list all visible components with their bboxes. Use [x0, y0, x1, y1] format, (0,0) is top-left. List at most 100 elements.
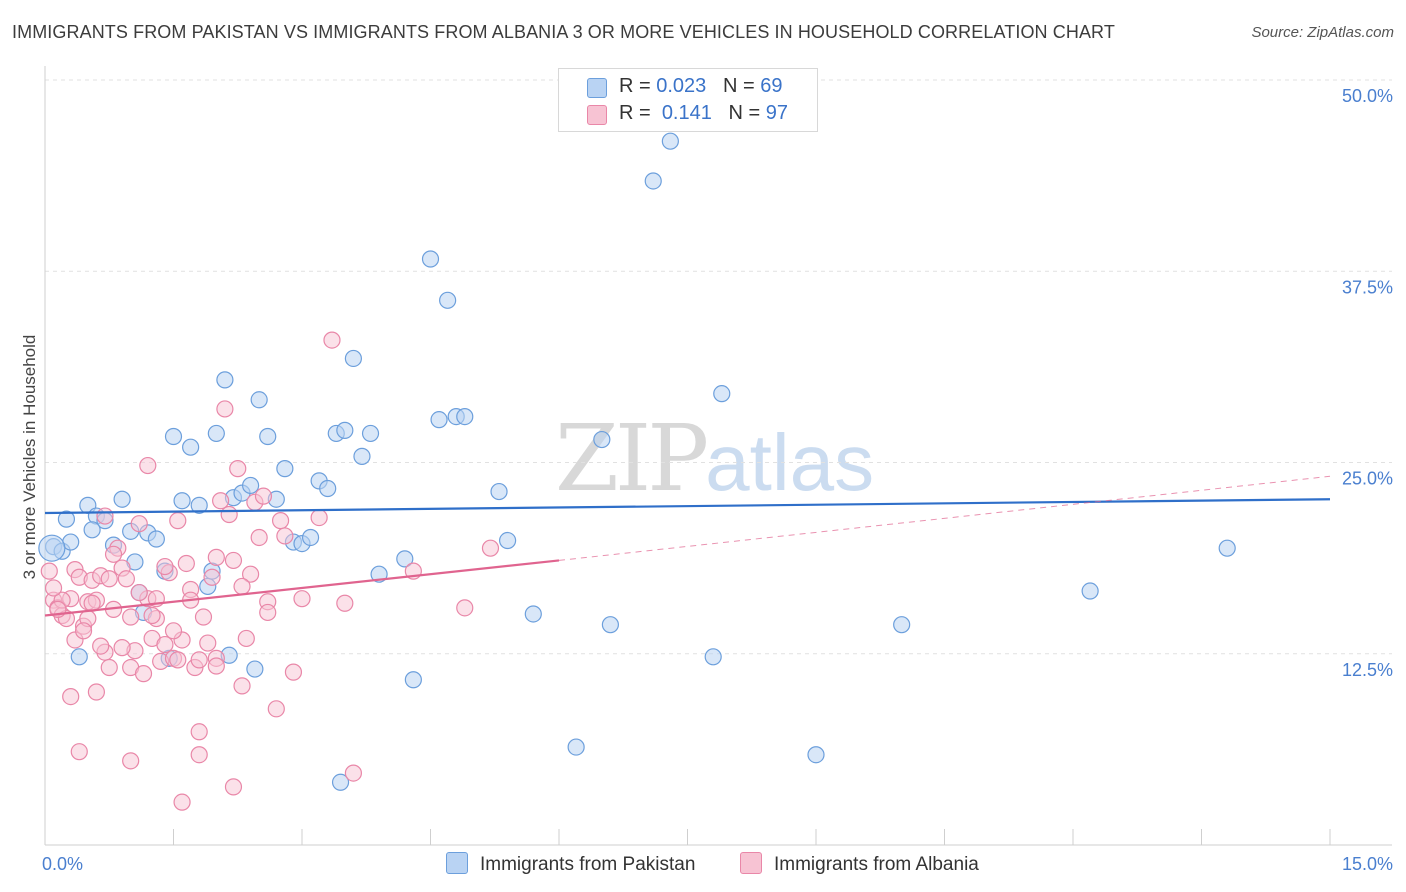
albania-point — [92, 637, 110, 655]
albania-point — [199, 634, 217, 652]
pakistan-point — [70, 648, 88, 666]
pakistan-point — [164, 427, 183, 446]
pakistan-legend-label: Immigrants from Pakistan — [480, 854, 696, 875]
albania-point — [143, 606, 161, 625]
pakistan-point — [250, 391, 268, 409]
albania-point — [190, 651, 208, 669]
albania-swatch — [587, 105, 607, 125]
pakistan-point — [57, 510, 76, 528]
albania-point — [44, 579, 63, 597]
y-tick-label: 12.5% — [1342, 660, 1393, 680]
pakistan-point — [499, 531, 517, 550]
y-tick-label: 37.5% — [1342, 277, 1393, 297]
albania-point — [233, 577, 251, 596]
x-tick-label-min: 0.0% — [42, 854, 83, 874]
pakistan-point — [893, 616, 911, 634]
albania-point — [130, 583, 148, 602]
albania-legend-swatch — [740, 852, 762, 874]
n-value: 97 — [765, 102, 789, 124]
pakistan-point — [713, 385, 731, 403]
pakistan-point — [190, 496, 208, 514]
albania-point — [271, 512, 290, 530]
albania-point — [169, 512, 187, 530]
pakistan-point — [361, 424, 380, 443]
pakistan-point — [242, 476, 260, 495]
n-label: N = — [722, 75, 755, 97]
albania-point — [224, 778, 243, 796]
bottom-legend-albania: Immigrants from Albania — [740, 852, 979, 876]
pakistan-point — [336, 421, 354, 439]
bottom-legend-pakistan: Immigrants from Pakistan — [446, 852, 695, 876]
albania-point — [100, 570, 118, 588]
albania-point — [293, 590, 311, 608]
pakistan-point — [301, 528, 320, 547]
albania-trend-extension — [558, 475, 1331, 561]
pakistan-points — [38, 132, 1236, 791]
albania-point — [122, 752, 140, 770]
r-label: R = — [619, 75, 651, 97]
albania-point — [177, 554, 195, 573]
pakistan-point — [456, 408, 474, 426]
albania-point — [164, 622, 183, 640]
pakistan-swatch — [587, 78, 607, 98]
albania-point — [96, 507, 114, 525]
albania-point — [207, 548, 225, 566]
pakistan-point — [246, 660, 264, 678]
albania-point — [40, 562, 58, 580]
albania-point — [344, 764, 362, 782]
pakistan-point — [593, 430, 611, 449]
albania-point — [70, 743, 88, 761]
pakistan-point — [182, 438, 200, 456]
pakistan-point — [173, 492, 191, 510]
pakistan-point — [331, 773, 350, 791]
pakistan-point — [344, 349, 362, 368]
albania-point — [203, 568, 221, 586]
albania-point — [74, 622, 93, 640]
albania-point — [104, 545, 123, 563]
albania-point — [190, 723, 208, 741]
albania-point — [237, 629, 255, 648]
albania-point — [62, 687, 80, 706]
albania-point — [267, 700, 285, 718]
pakistan-point — [439, 291, 457, 309]
pakistan-point — [421, 250, 440, 268]
albania-point — [207, 657, 225, 675]
albania-point — [130, 515, 148, 533]
albania-point — [259, 603, 277, 622]
albania-point — [113, 639, 131, 657]
albania-point — [156, 557, 174, 576]
albania-trend-line — [44, 559, 560, 617]
tick-labels: 12.5% 25.0% 37.5% 50.0% 0.0% 15.0% — [42, 86, 1393, 874]
albania-point — [173, 793, 191, 811]
pakistan-point — [1218, 539, 1236, 557]
y-axis-label: 3 or more Vehicles in Household — [20, 335, 39, 580]
albania-points — [40, 331, 500, 811]
pakistan-point — [661, 132, 679, 150]
r-value: 0.023 — [656, 75, 707, 97]
pakistan-point — [567, 738, 585, 756]
pakistan-point — [490, 482, 508, 501]
albania-point — [481, 539, 500, 557]
albania-point — [254, 487, 273, 505]
pakistan-point — [38, 534, 66, 562]
pakistan-point — [644, 172, 662, 190]
pakistan-point — [353, 447, 371, 465]
r-value: 0.141 — [661, 102, 712, 124]
albania-point — [310, 508, 328, 527]
albania-point — [87, 683, 106, 701]
albania-point — [139, 456, 157, 475]
chart-title: IMMIGRANTS FROM PAKISTAN VS IMMIGRANTS F… — [12, 22, 1115, 42]
albania-point — [242, 565, 260, 583]
pakistan-point — [704, 648, 722, 666]
trend-lines — [44, 475, 1331, 617]
pakistan-point — [216, 371, 234, 389]
albania-point — [216, 400, 234, 418]
watermark-zip: ZIP — [555, 405, 709, 512]
source-label: Source: ZipAtlas.com — [1251, 24, 1394, 41]
pakistan-point — [601, 616, 620, 634]
pakistan-point — [83, 521, 101, 539]
pakistan-point — [404, 671, 422, 689]
pakistan-point — [524, 605, 542, 623]
albania-point — [122, 608, 140, 626]
